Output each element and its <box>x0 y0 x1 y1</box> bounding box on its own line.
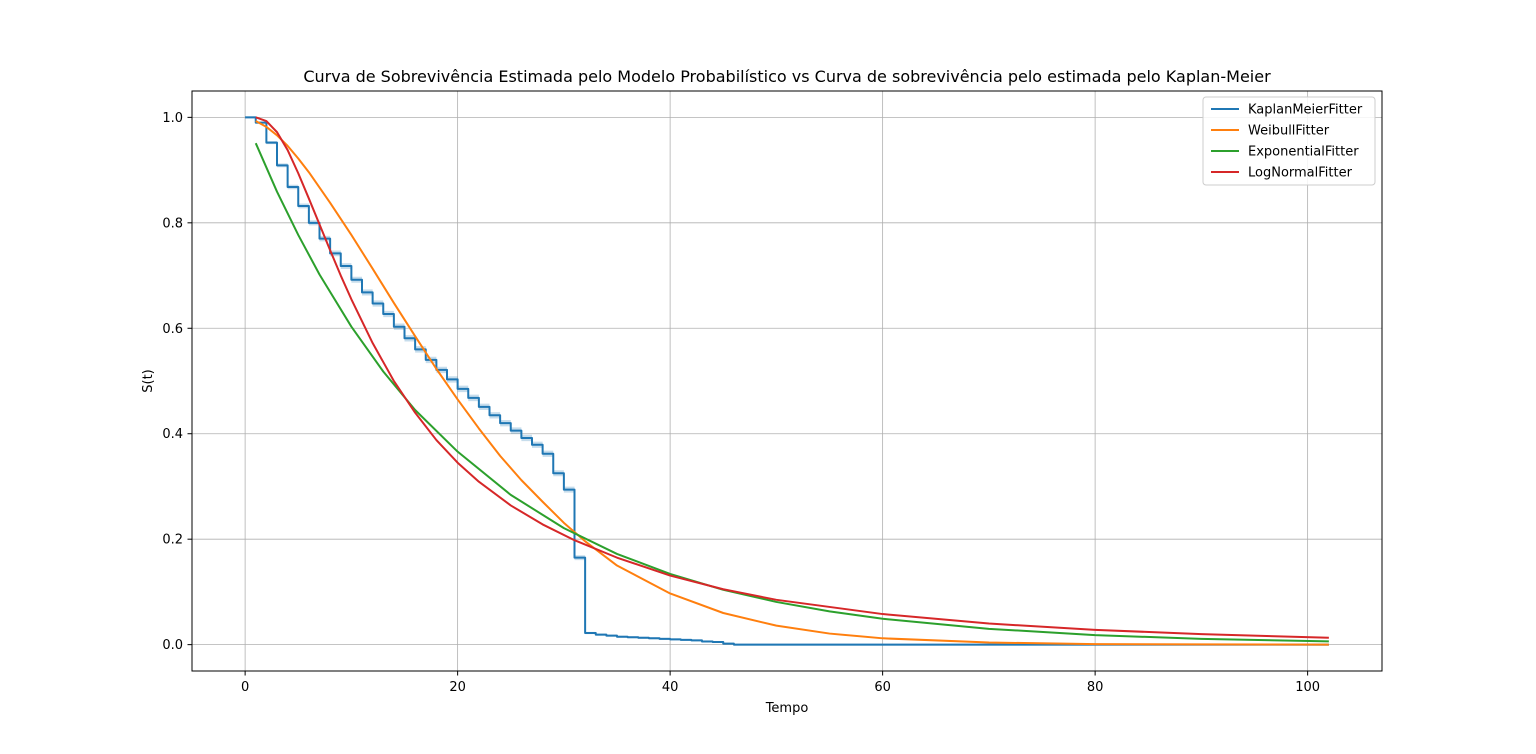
legend-label-kaplanmeierfitter: KaplanMeierFitter <box>1248 103 1363 118</box>
x-tick-label: 80 <box>1087 680 1104 695</box>
kaplanmeierfitter-line <box>245 116 1329 646</box>
legend-box <box>1202 96 1376 186</box>
y-tick-label: 1.0 <box>162 111 183 126</box>
legend-label-weibullfitter: WeibullFitter <box>1248 124 1330 139</box>
x-tick-label: 40 <box>662 680 679 695</box>
y-tick-label: 0.4 <box>162 427 183 442</box>
y-tick-label: 0.6 <box>162 322 183 337</box>
chart-title: Curva de Sobrevivência Estimada pelo Mod… <box>303 67 1271 86</box>
x-tick-label: 0 <box>241 680 249 695</box>
ticks: 0 20 40 60 80 100 0.0 0.2 0.4 0.6 0.8 1.0 <box>162 111 1320 695</box>
lognormalfitter-line <box>255 116 1329 639</box>
y-tick-label: 0.2 <box>162 533 183 548</box>
y-axis-label: S(t) <box>141 369 156 393</box>
legend-label-exponentialfitter: ExponentialFitter <box>1248 145 1359 160</box>
weibullfitter-line <box>255 120 1329 646</box>
x-axis-label: Tempo <box>765 701 809 716</box>
y-tick-label: 0.0 <box>162 638 183 653</box>
legend-label-lognormalfitter: LogNormalFitter <box>1248 166 1353 181</box>
legend: KaplanMeierFitter WeibullFitter Exponentia… <box>1202 96 1376 186</box>
plot-frame <box>191 90 1383 672</box>
x-tick-label: 100 <box>1295 680 1320 695</box>
series-layer <box>245 116 1329 646</box>
x-tick-label: 20 <box>449 680 466 695</box>
x-tick-label: 60 <box>874 680 891 695</box>
y-tick-label: 0.8 <box>162 216 183 231</box>
exponentialfitter-line <box>254 142 1329 643</box>
